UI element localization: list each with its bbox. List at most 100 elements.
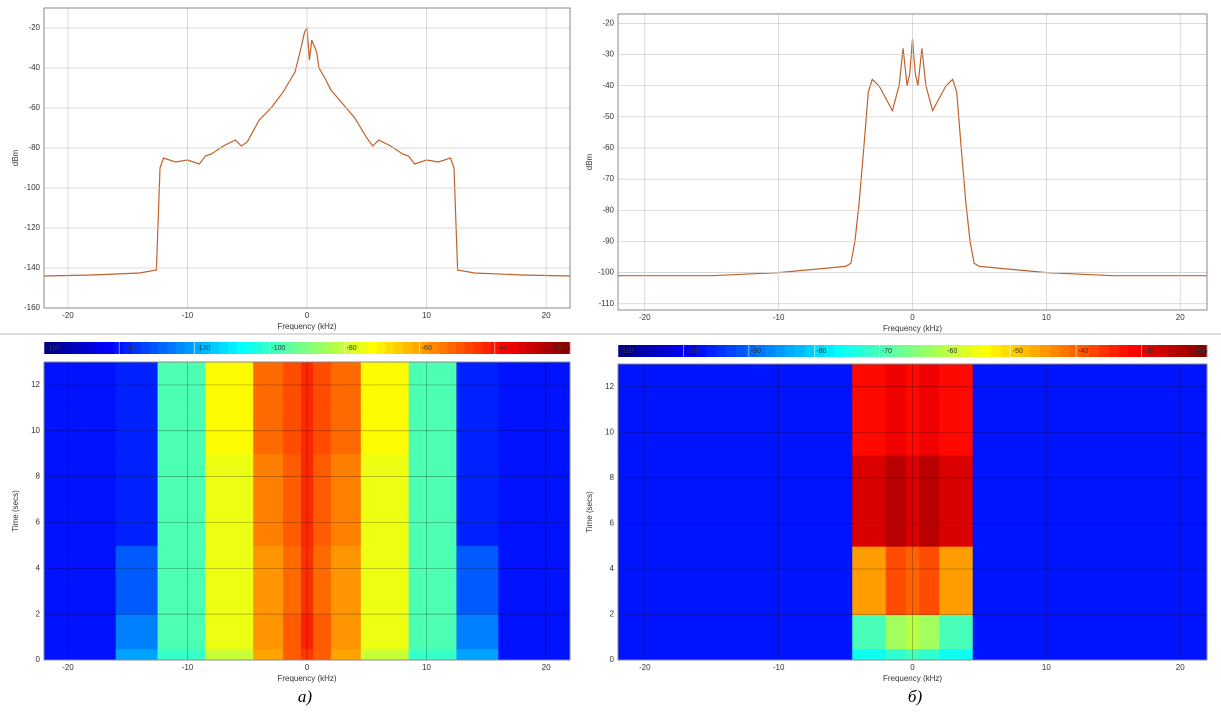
colorbar-segment [114,342,124,354]
colorbar-segment [1000,345,1012,357]
x-tick-label: -10 [182,311,194,320]
x-tick-label: 10 [422,311,431,320]
colorbar-segment [883,345,894,357]
heat-cell [456,362,499,455]
plot-frame [617,13,1208,311]
colorbar-segment [1138,345,1149,357]
colorbar-segment [315,342,326,354]
colorbar-label: -160 [46,345,60,352]
heat-cell [972,364,1027,456]
colorbar-segment [1099,345,1110,357]
colorbar-segment [696,345,707,357]
colorbar-segment [1187,345,1198,357]
heat-cell [157,362,206,455]
heat-cell [745,614,800,650]
x-axis-label: Frequency (kHz) [277,674,336,683]
heat-cell [44,648,117,661]
heat-cell [456,614,499,650]
heat-cell [360,614,410,650]
y-tick-label: -80 [602,205,614,214]
heat-cell [745,546,800,615]
heat-cell [312,614,332,650]
heat-cell [919,546,940,615]
colorbar-segment [201,342,212,354]
heat-cell [301,545,314,615]
colorbar-label: dBm [556,345,571,352]
x-tick-label: -10 [182,663,194,672]
colorbar-label: dBm [1193,348,1208,355]
heat-cell [312,453,332,546]
colorbar-segment [394,342,404,354]
colorbar-segment [1157,345,1169,357]
heat-cell [972,546,1027,615]
colorbar-segment [61,342,71,354]
y-tick-label: -50 [602,112,614,121]
colorbar-segment [922,345,933,357]
y-tick-label: 2 [610,610,615,619]
colorbar-segment [1040,345,1051,357]
heat-cell [157,453,206,546]
y-tick-label: -40 [602,81,614,90]
y-tick-label: -110 [599,299,615,308]
y-tick-label: 6 [610,518,615,527]
colorbar-segment [368,342,378,354]
x-tick-label: -20 [62,663,74,672]
heat-cell [360,362,410,455]
colorbar-label: -80 [816,348,826,355]
heat-cell [972,455,1027,547]
colorbar-segment [814,345,825,357]
x-tick-label: 0 [305,311,310,320]
heat-cell [498,545,571,615]
heat-cell [852,546,887,615]
colorbar-segment [175,342,185,354]
colorbar-segment [385,342,396,354]
heat-cell [44,362,117,455]
heat-cell [283,453,302,546]
heat-cell [905,455,920,547]
heat-cell [360,453,410,546]
y-tick-label: -30 [602,50,614,59]
heat-cell [44,545,117,615]
colorbar-segment [464,342,475,354]
heat-cell [939,546,974,615]
colorbar-segment [686,345,698,357]
colorbar-segment [491,342,501,354]
heat-cell [798,648,853,661]
colorbar-segment [508,342,518,354]
colorbar-label: -50 [1013,348,1023,355]
colorbar-segment [105,342,115,354]
colorbar-segment [228,342,238,354]
heat-cell [205,362,254,455]
colorbar-segment [1148,345,1159,357]
heat-cell [205,545,254,615]
colorbar-segment [706,345,717,357]
heat-cell [330,614,362,650]
y-tick-label: -120 [24,223,41,232]
x-tick-label: 0 [305,663,310,672]
colorbar-segment [263,342,273,354]
heat-cell [885,364,907,456]
heat-cell [972,614,1027,650]
heat-cell [972,648,1027,661]
x-tick-label: 20 [1176,313,1185,322]
spectrum-line [43,26,571,277]
colorbar-segment [1059,345,1071,357]
colorbar-segment [236,342,247,354]
x-tick-label: 0 [910,313,915,322]
heat-cell [301,648,314,661]
x-axis-label: Frequency (kHz) [883,324,942,333]
colorbar-segment [184,342,194,354]
y-tick-label: -100 [598,268,615,277]
heat-cell [1026,455,1081,547]
heat-cell [330,648,362,661]
colorbar-segment [543,342,553,354]
colorbar-segment [350,342,361,354]
y-tick-label: -140 [24,263,41,272]
colorbar-segment [941,345,953,357]
colorbar-segment [1030,345,1041,357]
colorbar-segment [735,345,747,357]
colorbar-segment [1128,345,1139,357]
heat-cell [115,362,159,455]
